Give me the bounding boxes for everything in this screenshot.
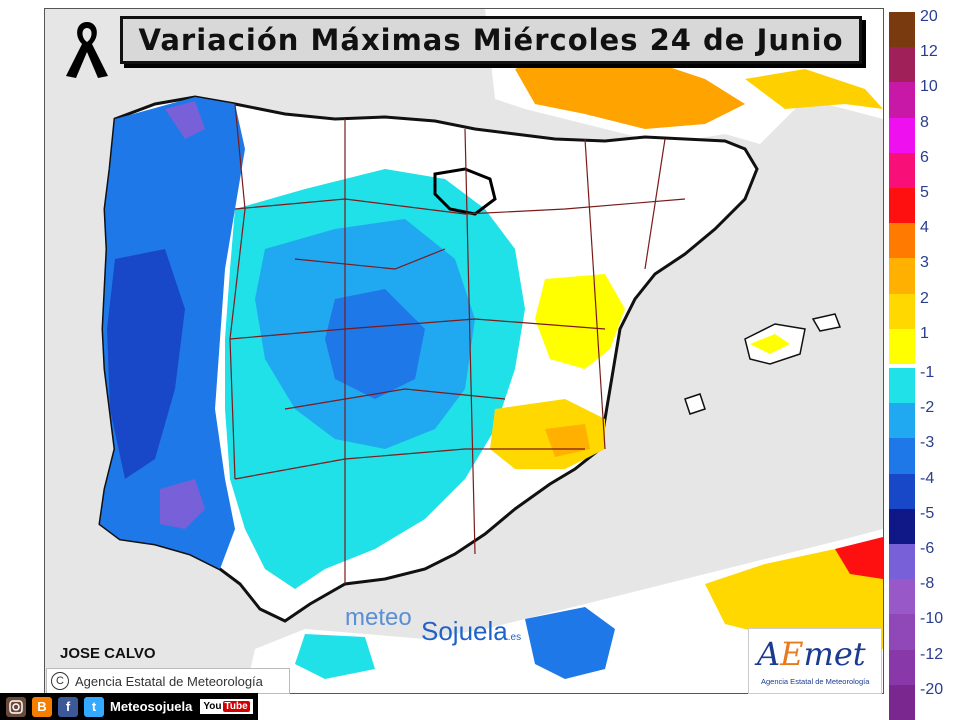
aemet-letter-e: E	[780, 635, 804, 673]
legend-swatch	[889, 293, 915, 329]
legend-swatch	[889, 368, 915, 404]
social-label[interactable]: Meteosojuela	[110, 699, 193, 714]
legend-label: 1	[920, 324, 929, 342]
youtube-text-b: Tube	[222, 701, 250, 712]
copyright-icon: C	[51, 672, 69, 690]
legend-swatch	[889, 544, 915, 580]
legend-label: 5	[920, 184, 929, 201]
legend-label: 8	[920, 113, 929, 131]
legend-swatch	[889, 328, 915, 364]
legend-swatch	[889, 188, 915, 224]
color-legend: 20 12 10 8 6 5 4 3 2 1 -1 -2 -3 -4 -5 -6 -8 -10 -12 -20	[884, 8, 960, 720]
legend-label: 12	[920, 43, 938, 61]
legend-swatch	[889, 473, 915, 509]
legend-swatch	[889, 649, 915, 685]
ibiza	[684, 393, 706, 415]
north-africa-land	[245, 529, 883, 693]
france-mild-area	[745, 69, 883, 109]
social-bar: B f t Meteosojuela You Tube	[0, 693, 258, 720]
legend-label: -1	[920, 364, 935, 381]
author-label: JOSE CALVO	[60, 645, 156, 662]
south-portugal-cold-spot	[160, 479, 205, 529]
la-rioja-outline	[433, 167, 497, 216]
legend-swatch	[889, 614, 915, 650]
youtube-text-a: You	[203, 701, 222, 712]
page-title: Variación Máximas Miércoles 24 de Junio	[138, 23, 844, 57]
menorca	[811, 313, 842, 332]
watermark-suffix: .es	[507, 632, 522, 643]
province-borders	[229, 103, 686, 584]
aemet-wordmark: AEmet	[757, 635, 866, 673]
map-canvas	[45, 9, 883, 693]
legend-label: -2	[920, 399, 935, 417]
aemet-letter-a: A	[757, 635, 781, 673]
legend-swatch	[889, 508, 915, 544]
instagram-icon[interactable]	[6, 696, 26, 717]
twitter-icon[interactable]: t	[84, 696, 104, 717]
temperature-variation-map	[44, 8, 884, 694]
morocco-cold-zone	[525, 607, 615, 679]
legend-swatch	[889, 403, 915, 439]
legend-swatch	[889, 223, 915, 259]
algeria-warm-zone	[705, 539, 883, 649]
aemet-logo: AEmet Agencia Estatal de Meteorología	[748, 628, 882, 694]
watermark-sojuela: Sojuela.es	[421, 616, 521, 647]
legend-swatch	[889, 579, 915, 615]
legend-swatch	[889, 47, 915, 83]
facebook-icon[interactable]: f	[58, 696, 78, 717]
mourning-ribbon-icon	[66, 22, 108, 78]
legend-label: -3	[920, 434, 935, 452]
meteosojuela-watermark: meteo Sojuela.es	[345, 600, 545, 650]
galicia-cold-spot	[165, 101, 205, 139]
legend-swatch	[889, 117, 915, 153]
legend-label: -10	[920, 610, 944, 628]
legend-label: -6	[920, 540, 935, 557]
legend-swatch	[889, 152, 915, 188]
legend-label: -4	[920, 469, 935, 487]
legend-swatch	[889, 684, 915, 720]
france-warm-area	[515, 49, 745, 129]
blogger-icon[interactable]: B	[32, 696, 52, 717]
youtube-icon[interactable]: You Tube	[200, 699, 253, 714]
legend-swatch	[889, 12, 915, 48]
copyright-text: Agencia Estatal de Meteorología	[75, 673, 263, 689]
legend-label: -5	[920, 504, 935, 522]
legend-label: 2	[920, 289, 929, 307]
mallorca-warm-zone	[750, 334, 790, 354]
east-warm-zone	[535, 274, 625, 369]
copyright-notice: C Agencia Estatal de Meteorología	[46, 668, 290, 694]
legend-swatch	[889, 438, 915, 474]
legend-label: -8	[920, 575, 935, 593]
watermark-meteo: meteo	[345, 604, 412, 631]
legend-label: -20	[920, 680, 944, 698]
legend-label: -12	[920, 645, 944, 663]
legend-swatch	[889, 82, 915, 118]
watermark-sojuela-text: Sojuela	[421, 616, 508, 646]
legend-swatch	[889, 258, 915, 294]
legend-label: 4	[920, 219, 929, 237]
legend-label: 20	[920, 8, 938, 25]
legend-label: 6	[920, 148, 929, 166]
algeria-hot-spot	[835, 537, 883, 579]
aemet-subtitle: Agencia Estatal de Meteorología	[761, 677, 870, 686]
title-banner: Variación Máximas Miércoles 24 de Junio	[120, 16, 862, 64]
morocco-cyan-zone	[295, 634, 375, 679]
legend-label: 10	[920, 78, 938, 96]
aemet-letters-met: met	[803, 635, 866, 673]
legend-label: 3	[920, 254, 929, 272]
central-deep-zone	[325, 289, 425, 399]
portugal-cold-core	[107, 249, 185, 479]
